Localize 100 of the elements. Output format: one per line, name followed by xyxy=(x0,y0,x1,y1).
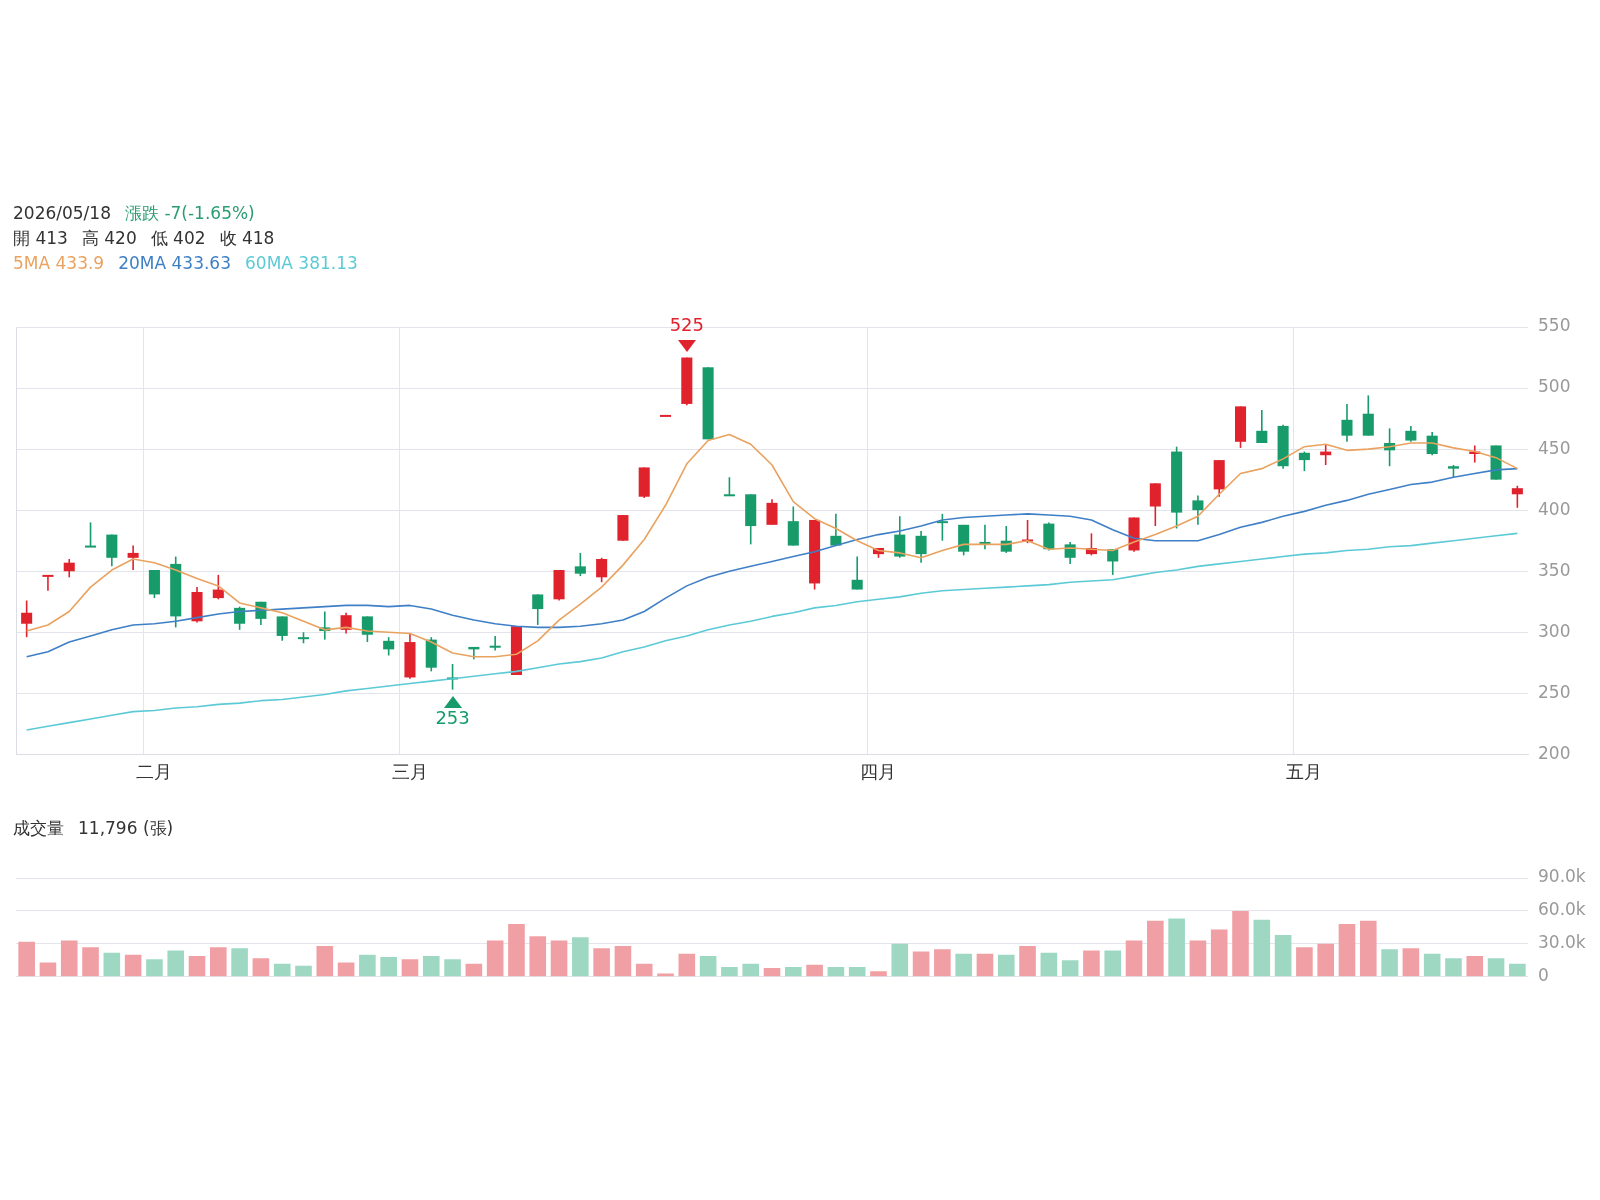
candlestick xyxy=(21,599,33,638)
y-tick-label: 200 xyxy=(1538,742,1571,763)
bar xyxy=(188,955,206,977)
chart-title: 成交量 xyxy=(13,818,64,838)
candlestick xyxy=(894,515,906,559)
y-tick-label: 250 xyxy=(1538,681,1571,702)
bar xyxy=(60,940,78,977)
bar xyxy=(699,955,717,977)
bar xyxy=(18,941,35,977)
bar xyxy=(1445,958,1462,977)
bar xyxy=(1104,950,1122,977)
bar xyxy=(678,953,696,977)
bar xyxy=(550,940,568,977)
bar xyxy=(1381,949,1398,977)
y-tick-label: 350 xyxy=(1538,559,1571,580)
bar xyxy=(167,950,185,977)
bar xyxy=(934,949,951,977)
bar xyxy=(295,965,312,977)
candlestick xyxy=(851,555,863,591)
bar xyxy=(912,951,930,977)
bar xyxy=(252,958,270,977)
candlestick xyxy=(1149,482,1161,527)
bar xyxy=(359,954,376,977)
bar xyxy=(891,943,909,977)
text: 收 418 xyxy=(219,228,275,248)
candlestick xyxy=(234,605,246,631)
bar xyxy=(1168,918,1185,977)
x-tick-label: 五月 xyxy=(1286,760,1323,782)
bar xyxy=(784,966,802,977)
bar xyxy=(721,966,738,977)
bar xyxy=(1466,955,1484,977)
candlestick xyxy=(383,636,395,657)
bar xyxy=(1125,940,1143,977)
bar xyxy=(465,963,483,977)
candlestick xyxy=(979,524,991,551)
x-tick-label: 三月 xyxy=(391,760,428,782)
bar xyxy=(1359,920,1377,977)
bar xyxy=(1509,963,1526,977)
y-tick-label: 300 xyxy=(1538,620,1571,641)
candlestick xyxy=(1298,450,1310,472)
bar xyxy=(976,953,994,977)
candlestick xyxy=(723,476,735,497)
bar xyxy=(146,959,163,977)
bar xyxy=(1274,935,1292,977)
candlestick xyxy=(106,533,118,568)
bar xyxy=(1423,953,1441,977)
candlestick xyxy=(85,521,97,548)
bar xyxy=(1317,943,1334,977)
chart-subtitle: 11,796 (張) xyxy=(78,818,174,838)
annotation: 253 xyxy=(435,707,470,729)
y-tick-label: 500 xyxy=(1538,376,1571,397)
x-tick-label: 四月 xyxy=(860,760,897,782)
bar xyxy=(848,966,866,977)
candlestick xyxy=(532,593,544,626)
y-tick-label: 550 xyxy=(1538,315,1571,336)
y-tick-label: 0 xyxy=(1538,965,1549,986)
candlestick xyxy=(42,574,54,592)
bar xyxy=(529,936,547,977)
candlestick xyxy=(1256,409,1268,444)
candlestick xyxy=(276,615,288,642)
y-tick-label: 30.0k xyxy=(1538,932,1586,953)
bar xyxy=(82,947,99,977)
y-tick-label: 400 xyxy=(1538,498,1571,519)
y-tick-label: 450 xyxy=(1538,437,1571,458)
text: 低 402 xyxy=(150,228,206,248)
candlestick xyxy=(63,558,75,579)
annotation: 525 xyxy=(669,314,704,336)
bar xyxy=(1061,960,1079,977)
candlestick xyxy=(1511,484,1523,509)
candlestick xyxy=(127,544,139,571)
candlestick xyxy=(1192,494,1204,526)
candlestick xyxy=(489,635,501,652)
x-tick-label: 二月 xyxy=(136,760,173,782)
candlestick xyxy=(1362,394,1374,437)
bar xyxy=(337,962,355,977)
bar xyxy=(955,953,972,977)
bar xyxy=(1189,940,1207,977)
y-tick-label: 60.0k xyxy=(1538,899,1586,920)
bar xyxy=(997,954,1015,977)
candlestick xyxy=(361,615,373,643)
candlestick xyxy=(574,552,586,577)
candlestick xyxy=(830,513,842,547)
candlestick xyxy=(1341,403,1353,443)
bar xyxy=(742,963,760,977)
y-tick-label: 90.0k xyxy=(1538,866,1586,887)
bar xyxy=(870,971,887,977)
bar xyxy=(210,947,227,977)
bar xyxy=(1147,920,1164,977)
bar xyxy=(1253,919,1271,977)
bar xyxy=(401,959,419,977)
bar xyxy=(1019,946,1036,977)
bar xyxy=(273,963,291,977)
bar xyxy=(1232,910,1249,977)
bar xyxy=(614,946,632,977)
bar xyxy=(1487,958,1505,977)
bar xyxy=(124,954,142,977)
bar xyxy=(508,924,525,977)
bar xyxy=(572,937,589,977)
bar xyxy=(422,955,440,977)
bar xyxy=(635,963,653,977)
